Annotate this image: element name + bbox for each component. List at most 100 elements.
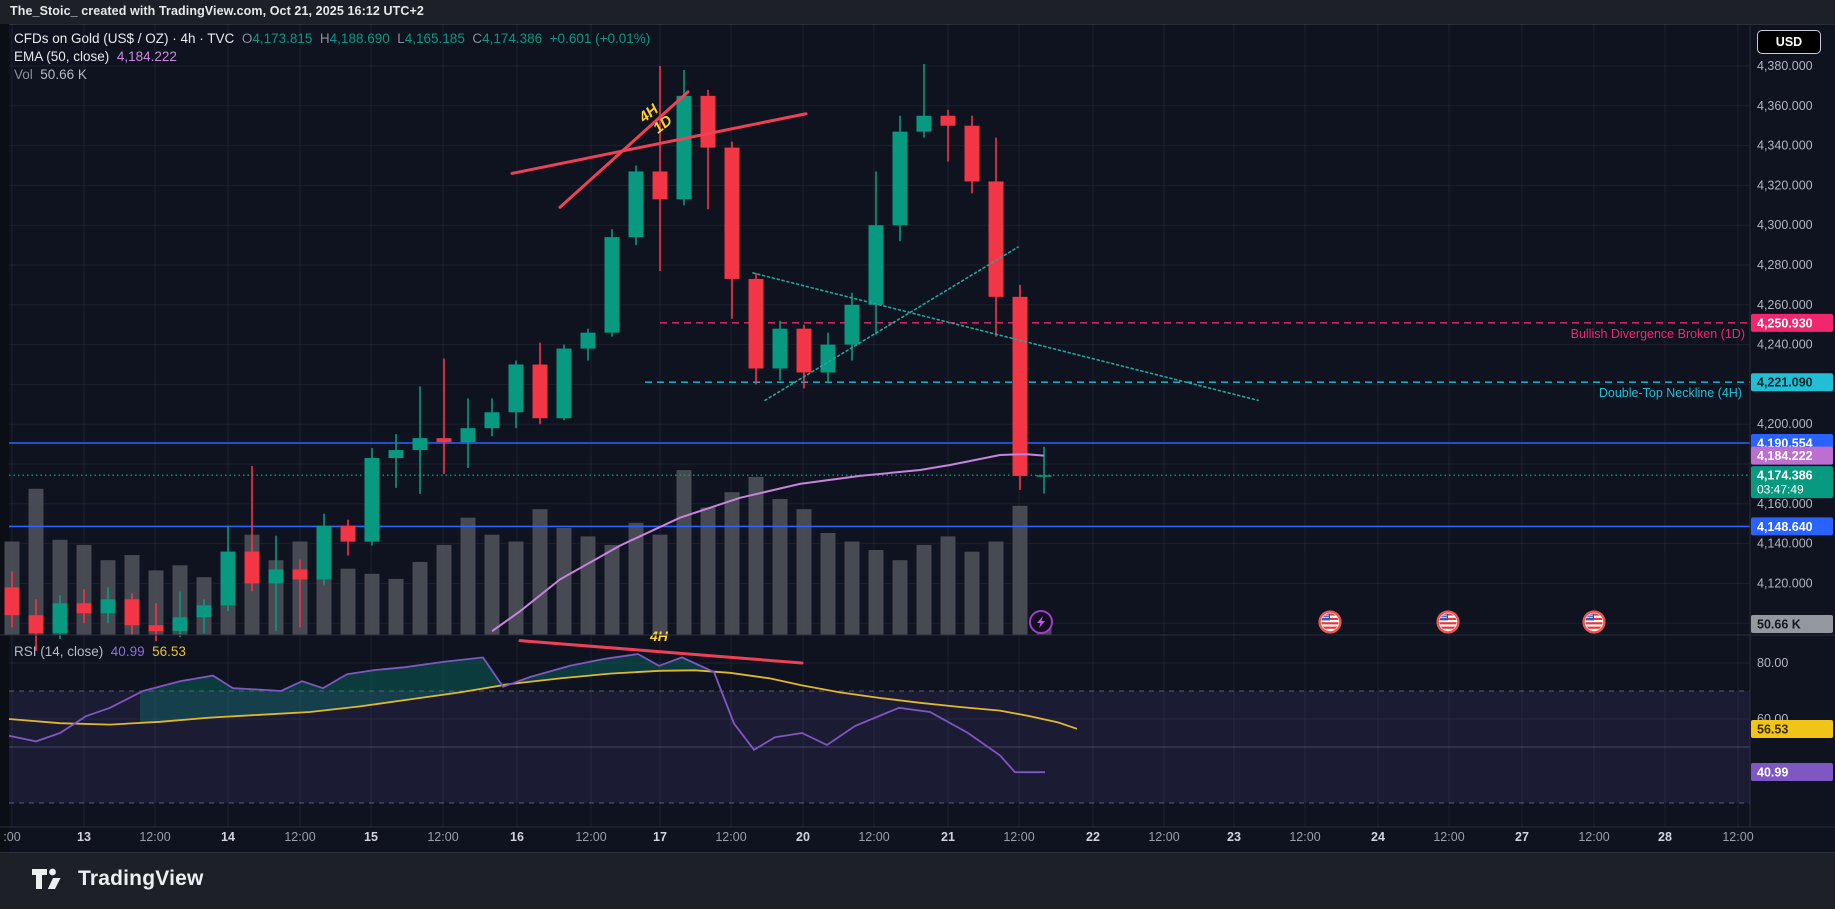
time-axis-tick[interactable]: 15 bbox=[364, 830, 378, 844]
rsi-legend[interactable]: RSI (14, close) 40.99 56.53 bbox=[14, 644, 186, 659]
price-axis-tick[interactable]: 4,240.000 bbox=[1757, 338, 1813, 352]
us-economic-event-icon[interactable] bbox=[1582, 610, 1606, 634]
ema-legend-row[interactable]: EMA (50, close) 4,184.222 bbox=[14, 49, 650, 64]
time-axis-tick[interactable]: 12:00 bbox=[1578, 830, 1609, 844]
volume-bar bbox=[148, 570, 164, 635]
price-axis-tick[interactable]: 4,320.000 bbox=[1757, 178, 1813, 192]
us-economic-event-icon[interactable] bbox=[1436, 610, 1460, 634]
trendline[interactable] bbox=[752, 272, 1259, 402]
tradingview-logo[interactable]: TradingView bbox=[30, 862, 204, 896]
rsi-trendline[interactable] bbox=[518, 639, 804, 665]
attribution-text: The_Stoic_ created with TradingView.com,… bbox=[10, 4, 424, 18]
rsi-signal-line[interactable] bbox=[8, 669, 1078, 730]
ema-value: 4,184.222 bbox=[116, 49, 177, 64]
axis-label-box[interactable] bbox=[1751, 615, 1833, 633]
volume-legend-row[interactable]: Vol 50.66 K bbox=[14, 67, 650, 82]
time-axis-tick[interactable]: 28 bbox=[1658, 830, 1672, 844]
time-axis-tick[interactable]: 27 bbox=[1515, 830, 1529, 844]
axis-label-box[interactable] bbox=[1751, 517, 1833, 536]
time-axis-tick[interactable]: 17 bbox=[653, 830, 667, 844]
axis-label-box[interactable] bbox=[1751, 373, 1833, 392]
candle-body bbox=[388, 450, 404, 459]
axis-label-box[interactable] bbox=[1751, 466, 1833, 499]
axis-label-text: 40.99 bbox=[1757, 766, 1788, 780]
time-axis-tick[interactable]: 12:00 bbox=[284, 830, 315, 844]
candle-body bbox=[796, 328, 812, 373]
rsi-value: 40.99 bbox=[110, 644, 145, 659]
candle-body bbox=[772, 328, 788, 369]
time-axis-tick[interactable]: 12:00 bbox=[1722, 830, 1753, 844]
rsi-line[interactable] bbox=[8, 653, 1045, 774]
price-axis-tick[interactable]: 4,340.000 bbox=[1757, 139, 1813, 153]
trendline[interactable] bbox=[558, 90, 690, 209]
price-axis-tick[interactable]: 4,140.000 bbox=[1757, 537, 1813, 551]
price-axis-tick[interactable]: 4,380.000 bbox=[1757, 59, 1813, 73]
time-axis-tick[interactable]: 16 bbox=[510, 830, 524, 844]
volume-bar bbox=[652, 534, 668, 635]
price-axis-tick[interactable]: 4,300.000 bbox=[1757, 218, 1813, 232]
price-axis-tick[interactable]: 4,280.000 bbox=[1757, 258, 1813, 272]
time-axis-tick[interactable]: 12:00 bbox=[575, 830, 606, 844]
time-axis-tick[interactable]: 21 bbox=[941, 830, 955, 844]
trendline[interactable] bbox=[510, 112, 808, 175]
candle-body bbox=[1012, 296, 1028, 476]
symbol-legend-row[interactable]: CFDs on Gold (US$ / OZ) · 4h · TVC O4,17… bbox=[14, 31, 650, 46]
volume-bar bbox=[484, 534, 500, 635]
candle-body bbox=[676, 95, 692, 200]
price-axis-tick[interactable]: 4,200.000 bbox=[1757, 417, 1813, 431]
time-axis-tick[interactable]: :00 bbox=[3, 830, 20, 844]
time-axis-tick[interactable]: 13 bbox=[77, 830, 91, 844]
price-axis-tick[interactable]: 4,260.000 bbox=[1757, 298, 1813, 312]
time-axis-tick[interactable]: 12:00 bbox=[139, 830, 170, 844]
volume-bar bbox=[772, 499, 788, 635]
rsi-axis-tick[interactable]: 80.00 bbox=[1757, 656, 1788, 670]
axis-label-box[interactable] bbox=[1751, 720, 1833, 738]
axis-label-text: 4,174.386 bbox=[1757, 469, 1813, 483]
time-axis-tick[interactable]: 12:00 bbox=[1148, 830, 1179, 844]
rsi-signal-value: 56.53 bbox=[152, 644, 186, 659]
axis-label-box[interactable] bbox=[1751, 313, 1833, 332]
candle-body bbox=[244, 551, 260, 584]
axis-label-text: 4,250.930 bbox=[1757, 316, 1813, 330]
time-axis-tick[interactable]: 20 bbox=[796, 830, 810, 844]
time-axis-tick[interactable]: 14 bbox=[221, 830, 235, 844]
axis-label-box[interactable] bbox=[1751, 446, 1833, 465]
time-axis-tick[interactable]: 12:00 bbox=[715, 830, 746, 844]
price-axis-tick[interactable]: 4,120.000 bbox=[1757, 576, 1813, 590]
axis-label-box[interactable] bbox=[1751, 763, 1833, 781]
time-axis-tick[interactable]: 22 bbox=[1086, 830, 1100, 844]
ema-line[interactable] bbox=[491, 453, 1045, 633]
time-axis-tick[interactable]: 12:00 bbox=[427, 830, 458, 844]
candle-body bbox=[220, 551, 236, 606]
us-economic-event-icon[interactable] bbox=[1318, 610, 1342, 634]
price-axis-tick[interactable]: 4,160.000 bbox=[1757, 497, 1813, 511]
candle-body bbox=[292, 569, 308, 580]
volume-bar bbox=[460, 517, 476, 635]
candle-body bbox=[412, 438, 428, 451]
candle-body bbox=[988, 181, 1004, 297]
volume-bar bbox=[1012, 505, 1028, 635]
trendline[interactable] bbox=[764, 246, 1019, 402]
close-value: 4,174.386 bbox=[482, 31, 543, 46]
candle-body bbox=[100, 599, 116, 614]
volume-bar bbox=[364, 573, 380, 635]
candle-body bbox=[76, 603, 92, 614]
volume-bar bbox=[628, 522, 644, 635]
volume-bar bbox=[676, 470, 692, 635]
price-axis-tick[interactable]: 4,360.000 bbox=[1757, 99, 1813, 113]
time-axis-tick[interactable]: 23 bbox=[1227, 830, 1241, 844]
time-axis-tick[interactable]: 12:00 bbox=[858, 830, 889, 844]
candle-body bbox=[892, 131, 908, 226]
rsi-name: RSI (14, close) bbox=[14, 644, 104, 659]
candle-body bbox=[532, 364, 548, 419]
currency-toggle-button[interactable]: USD bbox=[1757, 30, 1821, 54]
volume-bar bbox=[844, 541, 860, 635]
volume-bar bbox=[748, 476, 764, 635]
candle-body bbox=[940, 115, 956, 126]
time-axis-tick[interactable]: 12:00 bbox=[1003, 830, 1034, 844]
time-axis-tick[interactable]: 12:00 bbox=[1289, 830, 1320, 844]
time-axis-tick[interactable]: 24 bbox=[1371, 830, 1385, 844]
time-axis-tick[interactable]: 12:00 bbox=[1433, 830, 1464, 844]
candle-body bbox=[844, 304, 860, 345]
